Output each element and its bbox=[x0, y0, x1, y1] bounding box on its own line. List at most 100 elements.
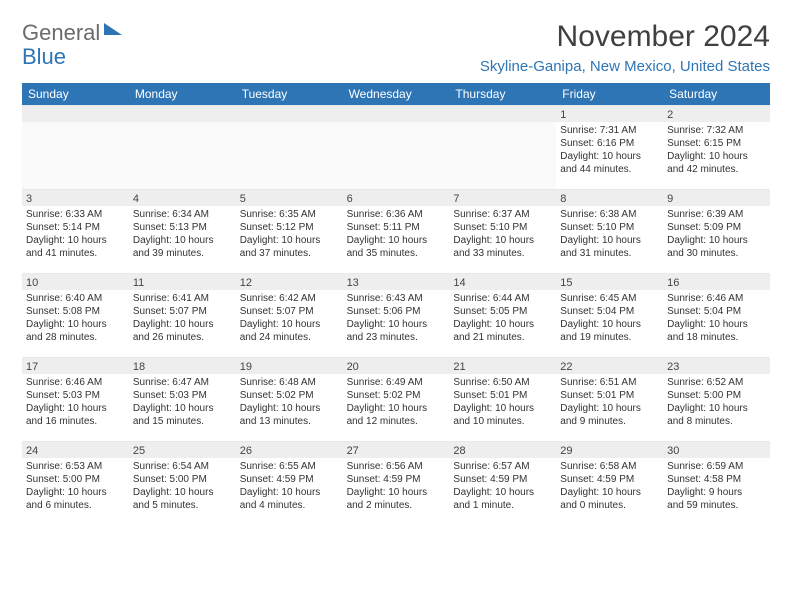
cell-day1: Daylight: 10 hours bbox=[560, 402, 659, 415]
cell-sunrise: Sunrise: 6:43 AM bbox=[347, 292, 446, 305]
cell-sunset: Sunset: 4:59 PM bbox=[453, 473, 552, 486]
cell-day1: Daylight: 10 hours bbox=[133, 318, 232, 331]
cell-sunset: Sunset: 5:02 PM bbox=[240, 389, 339, 402]
cell-day1: Daylight: 10 hours bbox=[347, 486, 446, 499]
cell-day2: and 30 minutes. bbox=[667, 247, 766, 260]
cell-sunset: Sunset: 5:08 PM bbox=[26, 305, 125, 318]
cell-day1: Daylight: 10 hours bbox=[26, 318, 125, 331]
cell-day1: Daylight: 10 hours bbox=[26, 234, 125, 247]
calendar-cell: 22Sunrise: 6:51 AMSunset: 5:01 PMDayligh… bbox=[556, 357, 663, 441]
cell-day1: Daylight: 10 hours bbox=[347, 234, 446, 247]
day-number: 2 bbox=[663, 106, 770, 122]
day-number: 3 bbox=[22, 190, 129, 206]
cell-sunrise: Sunrise: 6:45 AM bbox=[560, 292, 659, 305]
calendar-cell: 7Sunrise: 6:37 AMSunset: 5:10 PMDaylight… bbox=[449, 189, 556, 273]
cell-sunset: Sunset: 5:04 PM bbox=[667, 305, 766, 318]
cell-day2: and 31 minutes. bbox=[560, 247, 659, 260]
cell-sunrise: Sunrise: 6:52 AM bbox=[667, 376, 766, 389]
calendar-cell: 9Sunrise: 6:39 AMSunset: 5:09 PMDaylight… bbox=[663, 189, 770, 273]
cell-day1: Daylight: 10 hours bbox=[667, 150, 766, 163]
cell-sunrise: Sunrise: 6:42 AM bbox=[240, 292, 339, 305]
cell-day2: and 59 minutes. bbox=[667, 499, 766, 512]
day-number: 24 bbox=[22, 442, 129, 458]
weekday-header: Thursday bbox=[449, 83, 556, 105]
cell-sunset: Sunset: 5:14 PM bbox=[26, 221, 125, 234]
cell-day2: and 19 minutes. bbox=[560, 331, 659, 344]
calendar-cell: 6Sunrise: 6:36 AMSunset: 5:11 PMDaylight… bbox=[343, 189, 450, 273]
cell-sunrise: Sunrise: 6:59 AM bbox=[667, 460, 766, 473]
cell-sunrise: Sunrise: 6:44 AM bbox=[453, 292, 552, 305]
calendar-cell: 28Sunrise: 6:57 AMSunset: 4:59 PMDayligh… bbox=[449, 441, 556, 525]
cell-day1: Daylight: 10 hours bbox=[133, 486, 232, 499]
cell-day2: and 13 minutes. bbox=[240, 415, 339, 428]
cell-sunset: Sunset: 5:09 PM bbox=[667, 221, 766, 234]
calendar-cell: 18Sunrise: 6:47 AMSunset: 5:03 PMDayligh… bbox=[129, 357, 236, 441]
day-number: 19 bbox=[236, 358, 343, 374]
cell-day2: and 10 minutes. bbox=[453, 415, 552, 428]
calendar-cell: 20 Sunrise: 6:49 AMSunset: 5:02 PMDayligh… bbox=[343, 357, 450, 441]
calendar-cell: 27Sunrise: 6:56 AMSunset: 4:59 PMDayligh… bbox=[343, 441, 450, 525]
calendar-cell: 24Sunrise: 6:53 AMSunset: 5:00 PMDayligh… bbox=[22, 441, 129, 525]
cell-day2: and 37 minutes. bbox=[240, 247, 339, 260]
calendar-cell: 5Sunrise: 6:35 AMSunset: 5:12 PMDaylight… bbox=[236, 189, 343, 273]
day-number: 16 bbox=[663, 274, 770, 290]
logo-triangle-icon bbox=[104, 23, 122, 35]
day-number: 25 bbox=[129, 442, 236, 458]
calendar-cell-blank bbox=[22, 105, 129, 189]
cell-sunrise: Sunrise: 6:34 AM bbox=[133, 208, 232, 221]
weekday-header: Sunday bbox=[22, 83, 129, 105]
day-number: 20 bbox=[343, 358, 450, 374]
cell-day1: Daylight: 10 hours bbox=[667, 402, 766, 415]
cell-day1: Daylight: 10 hours bbox=[453, 318, 552, 331]
header: General November 2024 Skyline-Ganipa, Ne… bbox=[22, 20, 770, 75]
day-number: 18 bbox=[129, 358, 236, 374]
cell-day2: and 6 minutes. bbox=[26, 499, 125, 512]
cell-day1: Daylight: 10 hours bbox=[453, 402, 552, 415]
calendar-cell-blank bbox=[343, 105, 450, 189]
cell-day2: and 35 minutes. bbox=[347, 247, 446, 260]
cell-day2: and 44 minutes. bbox=[560, 163, 659, 176]
day-number: 27 bbox=[343, 442, 450, 458]
logo-text-2: Blue bbox=[22, 44, 66, 69]
cell-sunrise: Sunrise: 7:32 AM bbox=[667, 124, 766, 137]
cell-day2: and 41 minutes. bbox=[26, 247, 125, 260]
weekday-header: Wednesday bbox=[343, 83, 450, 105]
day-number: 6 bbox=[343, 190, 450, 206]
day-number bbox=[449, 106, 556, 122]
calendar-cell: 25Sunrise: 6:54 AMSunset: 5:00 PMDayligh… bbox=[129, 441, 236, 525]
weekday-header: Monday bbox=[129, 83, 236, 105]
cell-day2: and 2 minutes. bbox=[347, 499, 446, 512]
cell-sunset: Sunset: 4:59 PM bbox=[560, 473, 659, 486]
cell-day1: Daylight: 10 hours bbox=[560, 234, 659, 247]
cell-sunrise: Sunrise: 6:56 AM bbox=[347, 460, 446, 473]
cell-sunrise: Sunrise: 7:31 AM bbox=[560, 124, 659, 137]
weekday-header: Friday bbox=[556, 83, 663, 105]
calendar-cell: 3 Sunrise: 6:33 AMSunset: 5:14 PMDaylight… bbox=[22, 189, 129, 273]
cell-day1: Daylight: 10 hours bbox=[133, 402, 232, 415]
day-number: 7 bbox=[449, 190, 556, 206]
cell-day1: Daylight: 10 hours bbox=[347, 402, 446, 415]
cell-sunrise: Sunrise: 6:49 AM bbox=[347, 376, 446, 389]
weekday-header: Tuesday bbox=[236, 83, 343, 105]
cell-sunrise: Sunrise: 6:46 AM bbox=[26, 376, 125, 389]
cell-day2: and 18 minutes. bbox=[667, 331, 766, 344]
cell-sunrise: Sunrise: 6:41 AM bbox=[133, 292, 232, 305]
cell-day2: and 8 minutes. bbox=[667, 415, 766, 428]
cell-sunrise: Sunrise: 6:57 AM bbox=[453, 460, 552, 473]
cell-sunrise: Sunrise: 6:55 AM bbox=[240, 460, 339, 473]
cell-sunset: Sunset: 5:01 PM bbox=[560, 389, 659, 402]
cell-sunset: Sunset: 4:59 PM bbox=[240, 473, 339, 486]
day-number bbox=[343, 106, 450, 122]
calendar-cell: 11Sunrise: 6:41 AMSunset: 5:07 PMDayligh… bbox=[129, 273, 236, 357]
calendar-cell: 10Sunrise: 6:40 AMSunset: 5:08 PMDayligh… bbox=[22, 273, 129, 357]
day-number: 17 bbox=[22, 358, 129, 374]
calendar-cell-blank bbox=[449, 105, 556, 189]
title-block: November 2024 Skyline-Ganipa, New Mexico… bbox=[480, 20, 770, 75]
cell-sunset: Sunset: 5:07 PM bbox=[133, 305, 232, 318]
day-number: 1 bbox=[556, 106, 663, 122]
cell-day1: Daylight: 10 hours bbox=[667, 234, 766, 247]
cell-sunrise: Sunrise: 6:33 AM bbox=[26, 208, 125, 221]
cell-sunrise: Sunrise: 6:53 AM bbox=[26, 460, 125, 473]
cell-sunset: Sunset: 5:02 PM bbox=[347, 389, 446, 402]
cell-day1: Daylight: 10 hours bbox=[560, 318, 659, 331]
